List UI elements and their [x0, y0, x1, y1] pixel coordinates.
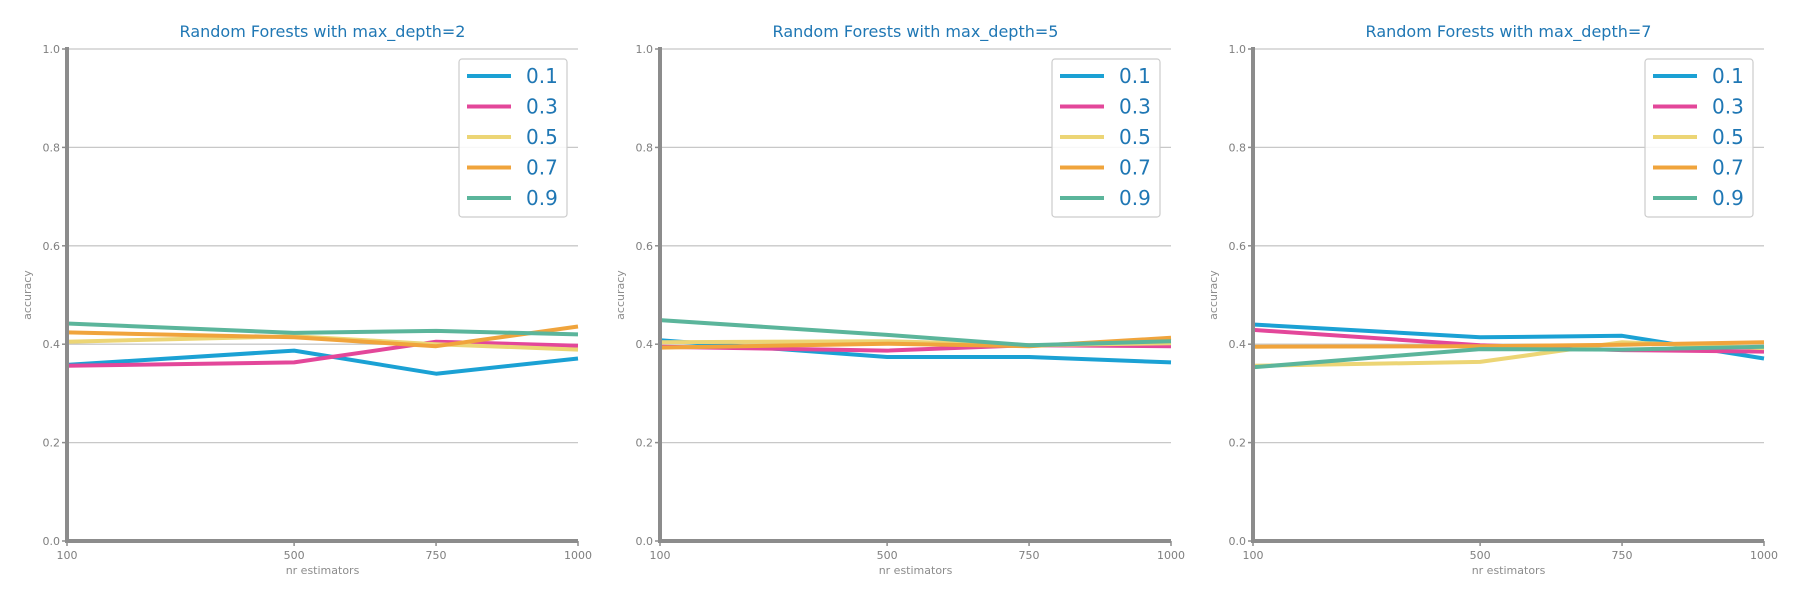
y-axis-label: accuracy: [614, 270, 627, 320]
x-tick-label: 1000: [1157, 549, 1185, 562]
y-tick-label: 0.2: [636, 437, 654, 450]
series-line-0.7: [66, 324, 579, 349]
series-line-0.9: [659, 318, 1172, 348]
legend-label: 0.9: [1119, 186, 1151, 210]
chart-title: Random Forests with max_depth=2: [180, 22, 466, 42]
y-tick-label: 0.2: [1229, 437, 1247, 450]
legend-label: 0.1: [526, 64, 558, 88]
legend: 0.1 0.3 0.5 0.7 0.9: [458, 58, 568, 218]
legend-label: 0.3: [1119, 95, 1151, 119]
x-axis-label: nr estimators: [1472, 564, 1546, 577]
legend-label: 0.7: [1119, 156, 1151, 180]
legend-box: [1051, 58, 1161, 218]
x-tick-label: 100: [650, 549, 671, 562]
chart-title: Random Forests with max_depth=7: [1366, 22, 1652, 42]
legend-label: 0.7: [1712, 156, 1744, 180]
y-tick-label: 0.6: [636, 240, 654, 253]
x-tick-label: 500: [877, 549, 898, 562]
legend-label: 0.5: [1712, 125, 1744, 149]
x-tick-label: 750: [426, 549, 447, 562]
y-tick-label: 0.8: [43, 141, 61, 154]
chart-title: Random Forests with max_depth=5: [773, 22, 1059, 42]
legend: 0.1 0.3 0.5 0.7 0.9: [1644, 58, 1754, 218]
legend-label: 0.1: [1119, 64, 1151, 88]
series-line-0.7: [1252, 340, 1765, 349]
x-axis-label: nr estimators: [879, 564, 953, 577]
y-tick-label: 0.4: [1229, 338, 1247, 351]
series-line-0.1: [66, 348, 579, 376]
x-tick-label: 500: [284, 549, 305, 562]
x-tick-label: 500: [1470, 549, 1491, 562]
y-tick-label: 1.0: [43, 43, 61, 56]
x-tick-label: 100: [57, 549, 78, 562]
x-axis-label: nr estimators: [286, 564, 360, 577]
series-line-0.9: [1252, 344, 1765, 370]
y-tick-label: 0.8: [636, 141, 654, 154]
legend-label: 0.5: [1119, 125, 1151, 149]
x-tick-label: 1000: [564, 549, 592, 562]
y-tick-label: 1.0: [636, 43, 654, 56]
legend-label: 0.5: [526, 125, 558, 149]
x-tick-label: 1000: [1750, 549, 1778, 562]
chart-panel: 0.0 0.2 0.4 0.6 0.8 1.0 100 500 750 1000 Random Fo…: [21, 22, 592, 577]
x-tick-label: 750: [1019, 549, 1040, 562]
y-tick-label: 1.0: [1229, 43, 1247, 56]
y-tick-label: 0.6: [1229, 240, 1247, 253]
legend-box: [458, 58, 568, 218]
y-tick-label: 0.0: [43, 535, 61, 548]
series-line-0.1: [1252, 322, 1765, 361]
y-tick-label: 0.2: [43, 437, 61, 450]
legend-label: 0.3: [526, 95, 558, 119]
legend-label: 0.9: [1712, 186, 1744, 210]
legend-box: [1644, 58, 1754, 218]
y-axis-label: accuracy: [21, 270, 34, 320]
y-tick-label: 0.0: [1229, 535, 1247, 548]
y-tick-label: 0.6: [43, 240, 61, 253]
legend: 0.1 0.3 0.5 0.7 0.9: [1051, 58, 1161, 218]
y-tick-label: 0.8: [1229, 141, 1247, 154]
series-line-0.9: [66, 321, 579, 337]
legend-label: 0.1: [1712, 64, 1744, 88]
chart-panel: 0.0 0.2 0.4 0.6 0.8 1.0 100 500 750 1000 Random Fo…: [1207, 22, 1778, 577]
x-tick-label: 100: [1243, 549, 1264, 562]
y-tick-label: 0.4: [636, 338, 654, 351]
legend-label: 0.3: [1712, 95, 1744, 119]
y-axis-label: accuracy: [1207, 270, 1220, 320]
legend-label: 0.9: [526, 186, 558, 210]
x-tick-label: 750: [1612, 549, 1633, 562]
y-tick-label: 0.4: [43, 338, 61, 351]
legend-label: 0.7: [526, 156, 558, 180]
series-line-0.3: [66, 339, 579, 368]
chart-panel: 0.0 0.2 0.4 0.6 0.8 1.0 100 500 750 1000 Random Fo…: [614, 22, 1185, 577]
y-tick-label: 0.0: [636, 535, 654, 548]
